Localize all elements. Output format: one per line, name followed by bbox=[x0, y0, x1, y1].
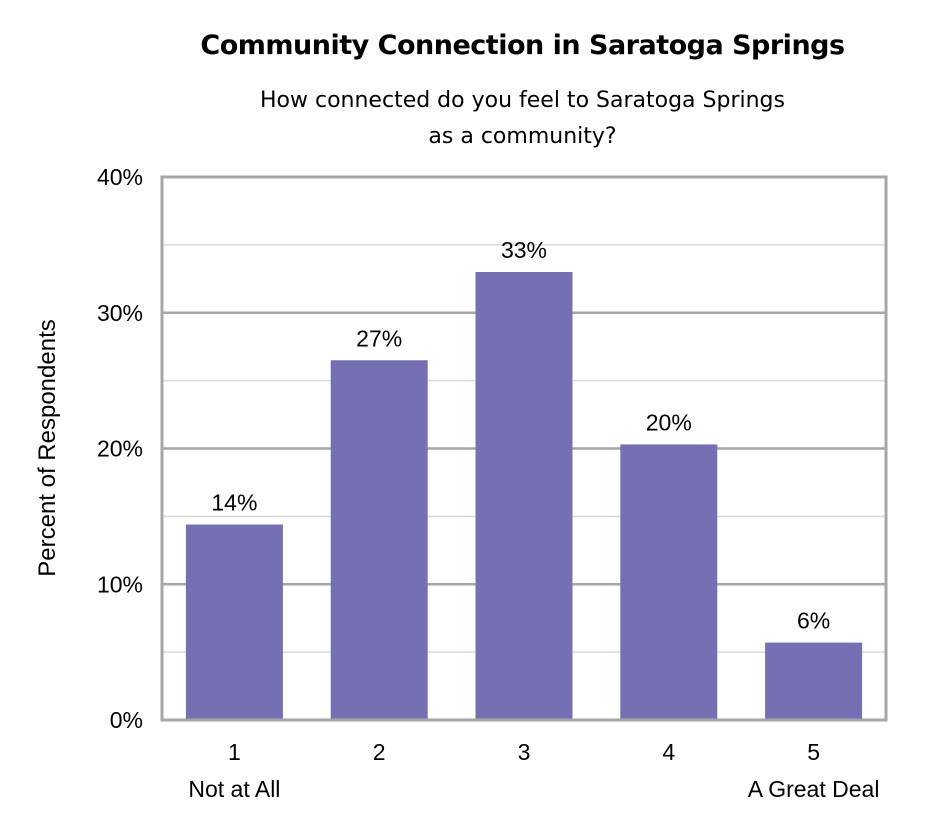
chart-subtitle-line-1: How connected do you feel to Saratoga Sp… bbox=[260, 88, 785, 113]
bar bbox=[620, 444, 718, 720]
data-label: 33% bbox=[501, 237, 547, 263]
chart-title: Community Connection in Saratoga Springs bbox=[200, 30, 845, 61]
x-tick-label: 1 bbox=[228, 739, 241, 765]
bar bbox=[475, 272, 573, 720]
data-label: 27% bbox=[356, 325, 402, 351]
data-label: 20% bbox=[646, 409, 692, 435]
y-tick-label: 30% bbox=[97, 300, 143, 326]
x-tick-sublabel: A Great Deal bbox=[748, 776, 880, 802]
data-label: 14% bbox=[211, 490, 257, 516]
x-tick-label: 5 bbox=[807, 739, 820, 765]
bar bbox=[330, 360, 428, 720]
y-tick-label: 10% bbox=[97, 571, 143, 597]
data-label: 6% bbox=[797, 608, 830, 634]
x-tick-label: 3 bbox=[518, 739, 531, 765]
y-axis-label: Percent of Respondents bbox=[34, 319, 61, 577]
y-tick-label: 20% bbox=[97, 436, 143, 462]
y-tick-label: 40% bbox=[97, 164, 143, 190]
bar bbox=[765, 642, 863, 720]
x-tick-label: 4 bbox=[662, 739, 675, 765]
chart-subtitle-line-2: as a community? bbox=[428, 124, 617, 149]
x-tick-label: 2 bbox=[373, 739, 386, 765]
bar bbox=[185, 524, 283, 720]
x-tick-sublabel: Not at All bbox=[188, 776, 280, 802]
y-tick-label: 0% bbox=[110, 707, 143, 733]
plot-frame bbox=[160, 175, 888, 722]
